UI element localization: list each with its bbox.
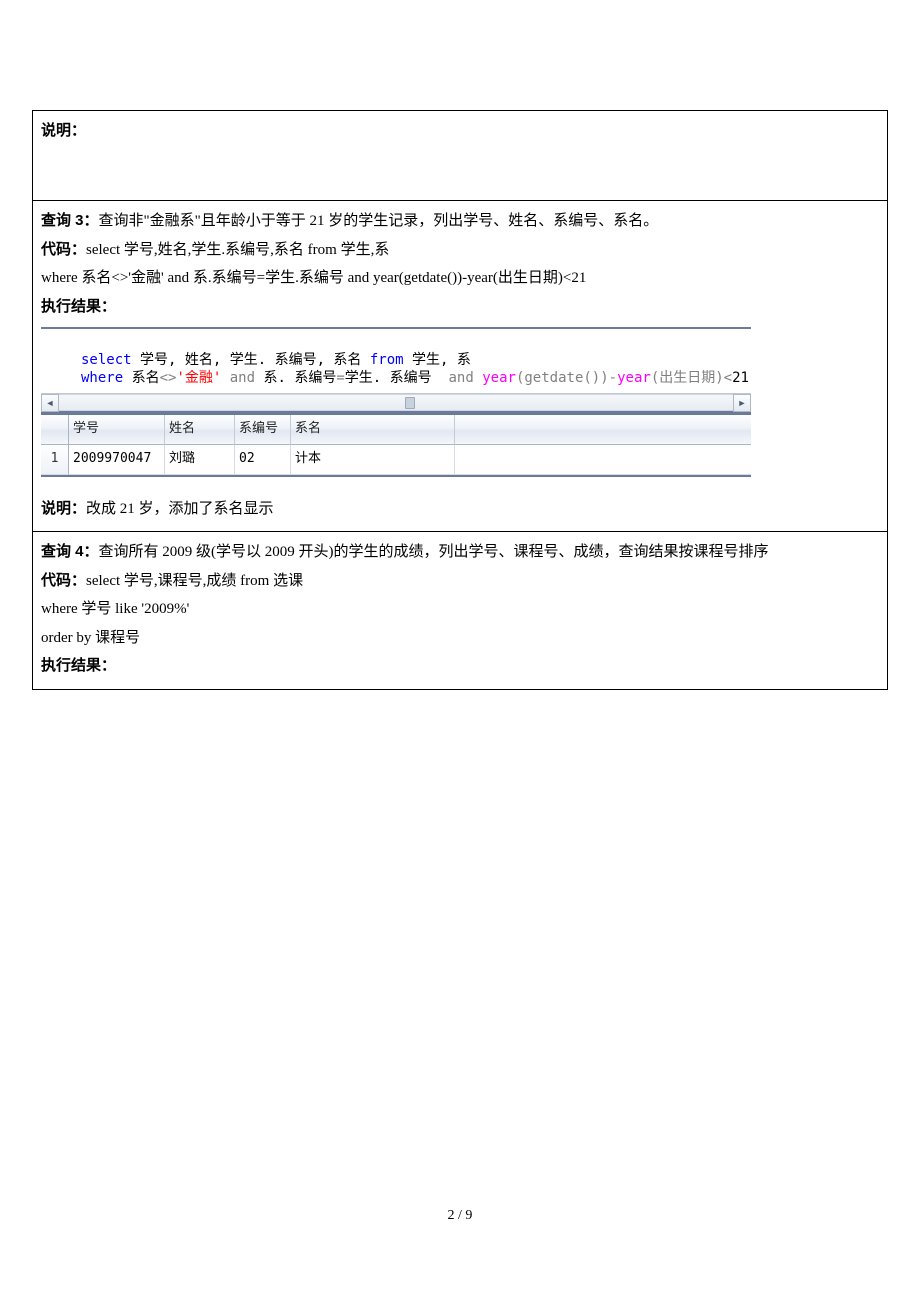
query4-heading-row: 查询 4：查询所有 2009 级(学号以 2009 开头)的学生的成绩，列出学号… (41, 538, 879, 567)
kw-where: where (81, 370, 123, 386)
note-label-top: 说明： (41, 122, 86, 139)
query3-code-line2: where 系名<>'金融' and 系.系编号=学生.系编号 and year… (41, 264, 879, 293)
query3-code-line1: select 学号,姓名,学生.系编号,系名 from 学生,系 (86, 242, 389, 258)
kw-and-1: and (221, 370, 263, 386)
query4-code-label: 代码： (41, 572, 86, 589)
query3-heading-row: 查询 3：查询非"金融系"且年龄小于等于 21 岁的学生记录，列出学号、姓名、系… (41, 207, 879, 236)
scroll-track[interactable] (59, 394, 733, 411)
sql-cond1-pre: 系名 (123, 370, 159, 386)
sql-str: '金融' (176, 370, 221, 386)
grid-data-row-1[interactable]: 1 2009970047 刘璐 02 计本 (41, 445, 751, 475)
query4-code-line3: order by 课程号 (41, 624, 879, 653)
cell-xm: 刘璐 (165, 445, 235, 475)
query4-result-label: 执行结果： (41, 657, 116, 674)
sql-cond2: 系. 系编号 (263, 370, 336, 386)
rownum-1[interactable]: 1 (41, 445, 69, 475)
op-lt: < (724, 370, 732, 386)
cell-rest (455, 445, 751, 475)
val-21: 21 (732, 370, 749, 386)
query3-note-row: 说明：改成 21 岁，添加了系名显示 (41, 495, 879, 524)
scroll-right-button[interactable]: ► (733, 394, 751, 412)
query4-cell: 查询 4：查询所有 2009 级(学号以 2009 开头)的学生的成绩，列出学号… (33, 532, 887, 689)
sql-code-block: select 学号, 姓名, 学生. 系编号, 系名 from 学生, 系 wh… (41, 329, 751, 393)
query3-cell: 查询 3：查询非"金融系"且年龄小于等于 21 岁的学生记录，列出学号、姓名、系… (33, 201, 887, 532)
query3-result-label: 执行结果： (41, 298, 116, 315)
cell-xbh: 02 (235, 445, 291, 475)
col-header-rest (455, 415, 751, 445)
cell-xh: 2009970047 (69, 445, 165, 475)
sql-editor-panel: select 学号, 姓名, 学生. 系编号, 系名 from 学生, 系 wh… (41, 327, 751, 413)
paren-getdate: (getdate()) (516, 370, 609, 386)
note-cell-top: 说明： (33, 111, 887, 201)
col-header-xm[interactable]: 姓名 (165, 415, 235, 445)
query4-heading-text: 查询所有 2009 级(学号以 2009 开头)的学生的成绩，列出学号、课程号、… (99, 544, 769, 560)
query3-note-label: 说明： (41, 500, 86, 517)
col-header-xh[interactable]: 学号 (69, 415, 165, 445)
query4-label: 查询 4： (41, 543, 99, 560)
op-ne: <> (160, 370, 177, 386)
page-container: 说明： 查询 3：查询非"金融系"且年龄小于等于 21 岁的学生记录，列出学号、… (0, 0, 920, 690)
query4-code-line1: select 学号,课程号,成绩 from 选课 (86, 573, 303, 589)
op-eq: = (336, 370, 344, 386)
paren-birth: (出生日期) (651, 370, 724, 386)
query3-result-area: select 学号, 姓名, 学生. 系编号, 系名 from 学生, 系 wh… (41, 327, 879, 477)
grid-header-row: 学号 姓名 系编号 系名 (41, 415, 751, 445)
query4-code-row: 代码：select 学号,课程号,成绩 from 选课 (41, 567, 879, 596)
rownum-header (41, 415, 69, 445)
fn-year2: year (617, 370, 651, 386)
sql-fields: 学号, 姓名, 学生. 系编号, 系名 (132, 352, 370, 368)
scroll-handle[interactable] (405, 397, 415, 409)
query3-heading-text: 查询非"金融系"且年龄小于等于 21 岁的学生记录，列出学号、姓名、系编号、系名… (99, 213, 659, 229)
kw-and-2: and (440, 370, 482, 386)
query3-label: 查询 3： (41, 212, 99, 229)
document-table: 说明： 查询 3：查询非"金融系"且年龄小于等于 21 岁的学生记录，列出学号、… (32, 110, 888, 690)
result-grid: 学号 姓名 系编号 系名 1 2009970047 刘璐 02 计本 (41, 413, 751, 476)
sql-tables: 学生, 系 (404, 352, 471, 368)
col-header-xbh[interactable]: 系编号 (235, 415, 291, 445)
horizontal-scrollbar[interactable]: ◄ ► (41, 393, 751, 411)
fn-year1: year (482, 370, 516, 386)
page-footer: 2 / 9 (0, 1208, 920, 1224)
kw-from: from (370, 352, 404, 368)
cell-xmn: 计本 (291, 445, 455, 475)
query4-code-line2: where 学号 like '2009%' (41, 595, 879, 624)
query3-note-text: 改成 21 岁，添加了系名显示 (86, 501, 274, 517)
sql-cond2b: 学生. 系编号 (345, 370, 440, 386)
kw-select: select (81, 352, 132, 368)
col-header-xmn[interactable]: 系名 (291, 415, 455, 445)
query3-code-label: 代码： (41, 241, 86, 258)
op-minus: - (609, 370, 617, 386)
query3-code-row: 代码：select 学号,姓名,学生.系编号,系名 from 学生,系 (41, 236, 879, 265)
scroll-left-button[interactable]: ◄ (41, 394, 59, 412)
